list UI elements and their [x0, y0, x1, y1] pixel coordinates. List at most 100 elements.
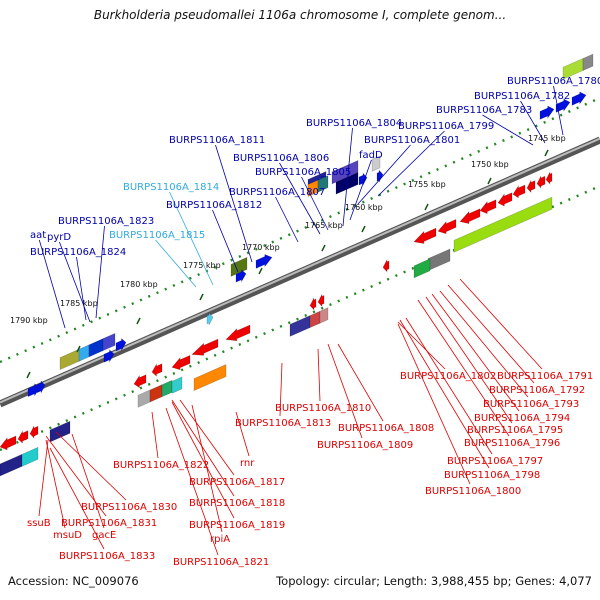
leader-line: [179, 399, 235, 476]
leader-line: [171, 401, 235, 519]
forward-gene-label: BURPS1106A_1782: [474, 91, 570, 102]
reverse-gene-20: [171, 354, 191, 371]
backbone-line: [0, 136, 600, 408]
tick-label: 1755 kbp: [408, 180, 446, 189]
forward-gene-2: [571, 91, 587, 106]
gene-labels: BURPS1106A_1780 BURPS1106A_1782 BURPS1106A…: [27, 76, 600, 568]
leader-line: [155, 239, 197, 288]
leader-line: [212, 209, 239, 273]
reverse-gene-5: [512, 184, 526, 199]
leader-line: [191, 404, 223, 533]
leader-line: [165, 407, 219, 556]
reverse-gene-label: BURPS1106A_1798: [444, 470, 540, 481]
leader-line: [349, 159, 372, 221]
forward-gene-label: BURPS1106A_1801: [364, 135, 460, 146]
forward-gene-6: [371, 155, 381, 172]
leader-line: [45, 435, 107, 517]
reverse-gene-label: BURPS1106A_1831: [61, 518, 157, 529]
reverse-gene-label: BURPS1106A_1822: [113, 460, 209, 471]
reverse-gene-label: rnr: [240, 458, 255, 469]
tick-label: 1745 kbp: [528, 134, 566, 143]
tick-mark: [258, 267, 263, 275]
reverse-gene-18: [191, 338, 219, 356]
reverse-gene-10: [427, 248, 451, 272]
forward-gene-13: [230, 256, 248, 277]
leader-line: [553, 85, 564, 136]
leader-line: [439, 290, 529, 398]
reverse-gene-31: [0, 453, 23, 477]
reverse-gene-7: [536, 175, 546, 189]
reverse-gene-17: [319, 307, 329, 324]
forward-gene-label: BURPS1106A_1804: [306, 118, 402, 129]
forward-gene-label: fadD: [359, 150, 383, 161]
reverse-gene-label: BURPS1106A_1791: [497, 371, 593, 382]
reverse-gene-24: [149, 384, 163, 403]
leader-line: [279, 362, 283, 417]
forward-gene-20: [115, 337, 127, 352]
forward-gene-label: BURPS1106A_1807: [229, 187, 325, 198]
leader-line: [399, 319, 490, 469]
tick-label: 1765 kbp: [305, 221, 343, 230]
forward-gene-24: [206, 312, 214, 326]
leader-line: [327, 343, 363, 439]
leader-line: [49, 447, 105, 550]
guide-line-inner: [0, 184, 600, 452]
reverse-gene-6: [526, 180, 536, 194]
reverse-gene-9: [453, 196, 553, 253]
leader-line: [397, 323, 471, 485]
forward-gene-4: [582, 53, 594, 71]
forward-gene-label: BURPS1106A_1805: [255, 167, 351, 178]
forward-gene-label: BURPS1106A_1815: [109, 230, 205, 241]
tick-mark: [136, 317, 141, 325]
label-leader-lines: [38, 85, 564, 556]
reverse-gene-label: BURPS1106A_1813: [235, 418, 331, 429]
leader-line: [59, 241, 91, 323]
leader-line: [55, 431, 127, 501]
reverse-gene-23: [137, 389, 151, 408]
leader-line: [279, 162, 321, 235]
leader-line: [301, 176, 329, 231]
tick-mark: [26, 371, 31, 379]
forward-gene-21: [103, 349, 115, 363]
reverse-gene-label: BURPS1106A_1818: [189, 498, 285, 509]
forward-gene-14: [255, 254, 273, 269]
reverse-gene-label: BURPS1106A_1797: [447, 456, 543, 467]
forward-gene-label: BURPS1106A_1811: [169, 135, 265, 146]
tick-mark: [76, 345, 81, 353]
leader-line: [317, 348, 321, 402]
tick-label: 1750 kbp: [471, 160, 509, 169]
forward-gene-label: BURPS1106A_1814: [123, 182, 219, 193]
reverse-gene-11: [413, 258, 431, 279]
reverse-gene-label: BURPS1106A_1833: [59, 551, 155, 562]
reverse-gene-16: [309, 310, 321, 329]
reverse-gene-label: BURPS1106A_1819: [189, 520, 285, 531]
guide-lines: [0, 96, 600, 452]
forward-gene-label: BURPS1106A_1824: [30, 247, 126, 258]
leader-line: [425, 296, 513, 424]
genome-summary-text: Topology: circular; Length: 3,988,455 bp…: [276, 574, 592, 588]
reverse-gene-1: [437, 218, 457, 235]
leader-line: [417, 299, 510, 437]
tick-mark: [544, 149, 549, 157]
reverse-gene-label: BURPS1106A_1809: [317, 440, 413, 451]
tick-mark: [361, 225, 366, 233]
backbone-highlight: [0, 137, 600, 404]
reverse-gene-22: [133, 374, 147, 389]
leader-line: [169, 191, 214, 286]
forward-gene-12: [358, 172, 368, 186]
reverse-gene-27: [193, 364, 227, 392]
reverse-gene-0: [413, 227, 437, 244]
reverse-gene-label: gacE: [92, 530, 116, 541]
forward-gene-5: [376, 169, 384, 183]
reverse-gene-label: BURPS1106A_1821: [173, 557, 269, 568]
tick-mark: [487, 177, 492, 185]
reverse-gene-label: BURPS1106A_1795: [467, 425, 563, 436]
reverse-gene-label: rpiA: [210, 534, 230, 545]
leader-line: [377, 130, 445, 197]
forward-gene-label: pyrD: [47, 232, 71, 243]
reverse-gene-label: BURPS1106A_1796: [464, 438, 560, 449]
leader-line: [520, 100, 546, 144]
reverse-gene-19: [225, 324, 251, 342]
leader-line: [71, 433, 105, 529]
